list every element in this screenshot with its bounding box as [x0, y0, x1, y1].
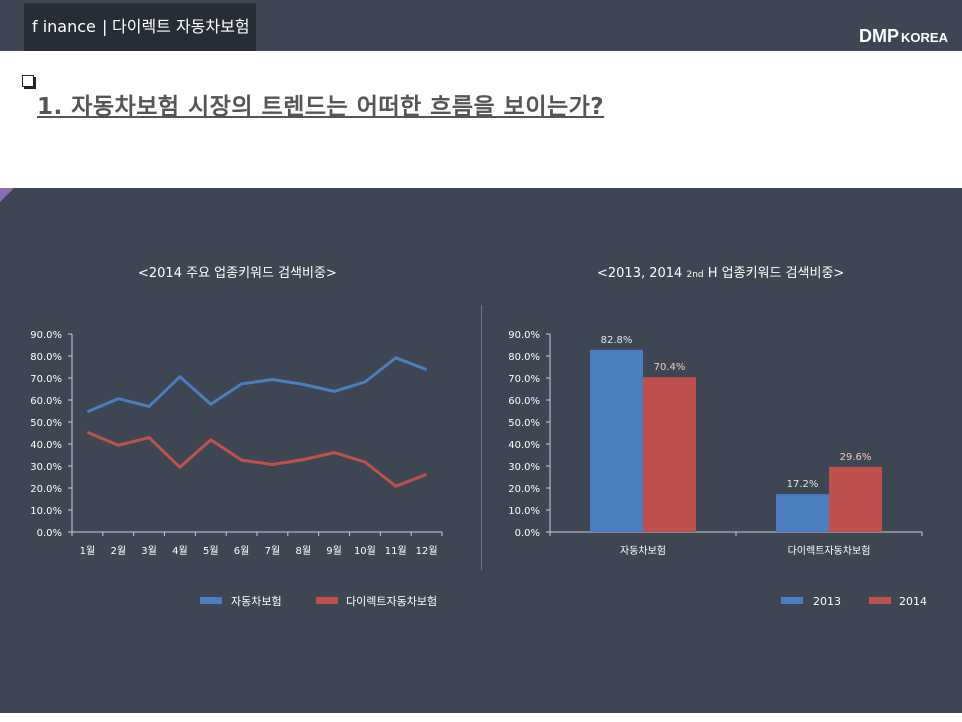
line-chart-x-tick-label: 6월: [234, 545, 250, 557]
line-legend-swatch-2: [316, 597, 338, 604]
line-chart-y-tick-label: 60.0%: [30, 396, 62, 407]
line-chart-y-tick-label: 20.0%: [30, 484, 62, 495]
bar-chart-title-pre: <2013, 2014: [597, 266, 687, 281]
bar-legend-label-2: 2014: [899, 595, 927, 608]
tab-label-direct-auto-insurance: 다이렉트 자동차보험: [112, 17, 250, 36]
line-chart-x-tick-label: 4월: [172, 545, 188, 557]
bar-2014-1: [643, 377, 696, 532]
line-chart-y-tick-label: 30.0%: [30, 462, 62, 473]
line-chart-y-tick-label: 40.0%: [30, 440, 62, 451]
checkbox-bullet-icon: [22, 75, 34, 87]
bar-chart-y-tick-label: 70.0%: [508, 374, 540, 385]
bar-2014-2: [829, 466, 882, 532]
bar-chart-title-post: H 업종키워드 검색비중>: [703, 266, 845, 281]
bar-chart-y-tick-label: 90.0%: [508, 330, 540, 341]
line-chart-x-tick-label: 8월: [295, 545, 311, 557]
line-chart-x-tick-label: 5월: [203, 545, 219, 557]
bar-chart-x-tick-label: 자동차보험: [620, 545, 666, 557]
tab-label-finance: f inance: [32, 17, 96, 36]
bar-chart-y-tick-label: 10.0%: [508, 506, 540, 517]
corner-accent: [0, 188, 14, 202]
line-legend-label-1: 자동차보험: [231, 595, 282, 608]
line-chart-y-tick-label: 0.0%: [37, 528, 62, 539]
bar-chart-y-tick-label: 50.0%: [508, 418, 540, 429]
brand-main-text: DMP: [859, 26, 900, 46]
line-chart-x-tick-label: 1월: [80, 545, 96, 557]
line-chart-y-tick-label: 90.0%: [30, 330, 62, 341]
bar-chart-y-tick-label: 60.0%: [508, 396, 540, 407]
line-series-2: [86, 430, 428, 488]
page-heading: 1. 자동차보험 시장의 트렌드는 어떠한 흐름을 보이는가?: [37, 94, 605, 120]
section-tab[interactable]: f inance | 다이렉트 자동차보험: [24, 3, 256, 51]
line-chart-x-tick-label: 10월: [354, 545, 376, 557]
line-chart-title: <2014 주요 업종키워드 검색비중>: [138, 266, 337, 281]
bar-chart-x-tick-label: 다이렉트자동차보험: [788, 545, 871, 557]
line-chart-x-tick-label: 9월: [326, 545, 342, 557]
bar-chart-title-sub: 2nd: [686, 270, 704, 280]
bar-data-label: 17.2%: [787, 479, 819, 490]
brand-sub-text: KOREA: [901, 30, 948, 45]
bar-legend-swatch-1: [781, 597, 803, 604]
bar-2013-1: [590, 349, 643, 532]
line-legend-label-2: 다이렉트자동차보험: [346, 595, 437, 608]
bar-data-label: 29.6%: [840, 452, 872, 463]
bar-data-label: 82.8%: [601, 335, 633, 346]
line-chart-x-tick-label: 2월: [110, 545, 126, 557]
line-chart-y-tick-label: 10.0%: [30, 506, 62, 517]
tab-separator: |: [102, 17, 108, 36]
bar-chart-title: <2013, 2014 2nd H 업종키워드 검색비중>: [597, 262, 844, 281]
bottom-strip: [0, 713, 962, 722]
line-legend-swatch-1: [200, 597, 222, 604]
line-chart-x-tick-label: 3월: [141, 545, 157, 557]
bar-2013-2: [776, 494, 829, 532]
bar-chart-y-tick-label: 0.0%: [515, 528, 540, 539]
bar-chart-y-tick-label: 40.0%: [508, 440, 540, 451]
line-series-1: [86, 356, 428, 414]
line-chart-y-tick-label: 80.0%: [30, 352, 62, 363]
bar-data-label: 70.4%: [654, 362, 686, 373]
bar-legend-swatch-2: [869, 597, 891, 604]
bar-chart-y-tick-label: 80.0%: [508, 352, 540, 363]
heading-area: 1. 자동차보험 시장의 트렌드는 어떠한 흐름을 보이는가?: [0, 51, 962, 188]
line-chart-x-tick-label: 7월: [265, 545, 281, 557]
bar-chart-y-tick-label: 20.0%: [508, 484, 540, 495]
bar-chart-y-tick-label: 30.0%: [508, 462, 540, 473]
brand-logo: DMP KOREA: [859, 26, 948, 47]
line-chart-y-tick-label: 70.0%: [30, 374, 62, 385]
line-chart-x-tick-label: 12월: [416, 545, 438, 557]
line-chart-y-tick-label: 50.0%: [30, 418, 62, 429]
chart-divider: [481, 305, 482, 570]
bar-legend-label-1: 2013: [813, 595, 841, 608]
top-bar: f inance | 다이렉트 자동차보험 DMP KOREA: [0, 0, 962, 51]
line-chart-x-tick-label: 11월: [385, 545, 407, 557]
